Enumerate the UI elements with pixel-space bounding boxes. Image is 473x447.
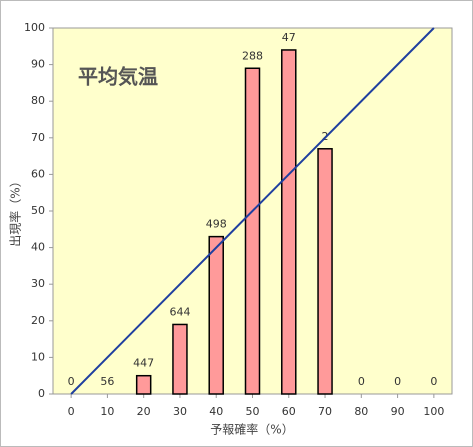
- y-tick-label: 10: [31, 350, 45, 363]
- y-tick-label: 20: [31, 314, 45, 327]
- x-tick-label: 60: [282, 405, 296, 418]
- x-tick-label: 40: [209, 405, 223, 418]
- x-tick-label: 80: [354, 405, 368, 418]
- chart-title: 平均気温: [78, 65, 158, 89]
- x-tick-label: 0: [68, 405, 75, 418]
- x-tick-label: 10: [100, 405, 114, 418]
- y-tick-label: 0: [38, 387, 45, 400]
- bar: [172, 323, 188, 395]
- reference-line: [70, 27, 435, 395]
- count-label: 0: [358, 375, 365, 388]
- y-tick-label: 50: [31, 204, 45, 217]
- count-label: 2: [322, 130, 329, 143]
- y-tick-label: 100: [24, 21, 45, 34]
- y-tick-label: 70: [31, 131, 45, 144]
- bar: [135, 374, 152, 395]
- x-tick-label: 30: [173, 405, 187, 418]
- x-tick-label: 90: [391, 405, 405, 418]
- y-axis-label: 出現率（%）: [8, 175, 23, 246]
- bar: [244, 67, 261, 395]
- y-tick-label: 80: [31, 94, 45, 107]
- y-tick-label: 40: [31, 241, 45, 254]
- x-tick-label: 100: [423, 405, 444, 418]
- count-label: 447: [133, 357, 154, 370]
- x-axis-label: 予報確率（%）: [210, 422, 293, 437]
- count-label: 288: [242, 49, 263, 62]
- count-label: 498: [206, 218, 227, 231]
- count-label: 644: [169, 305, 190, 318]
- count-label: 0: [394, 375, 401, 388]
- count-label: 0: [430, 375, 437, 388]
- x-tick-label: 70: [318, 405, 332, 418]
- count-label: 0: [68, 375, 75, 388]
- count-label: 56: [100, 375, 114, 388]
- y-tick-label: 90: [31, 58, 45, 71]
- bar: [208, 235, 224, 395]
- x-tick-label: 20: [137, 405, 151, 418]
- y-tick-label: 60: [31, 167, 45, 180]
- bar: [281, 49, 297, 395]
- bar: [317, 148, 333, 395]
- x-tick-label: 50: [246, 405, 260, 418]
- y-tick-label: 30: [31, 277, 45, 290]
- count-label: 47: [282, 31, 296, 44]
